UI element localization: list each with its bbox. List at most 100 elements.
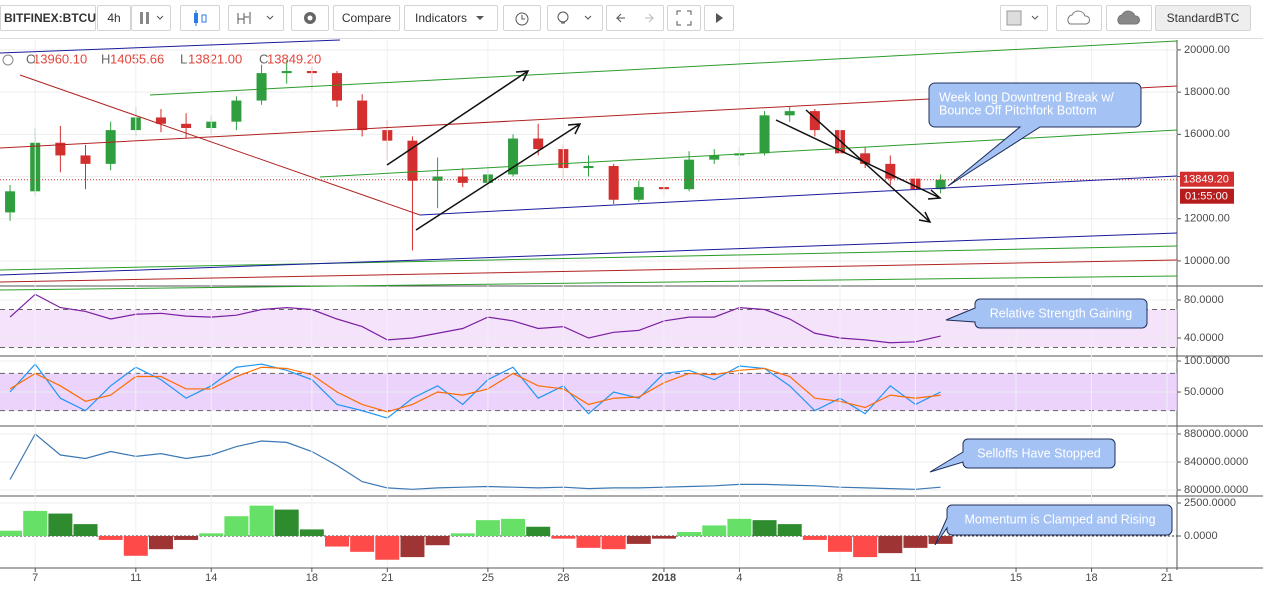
trend-line bbox=[0, 275, 1178, 291]
y-tick-label: 80.0000 bbox=[1184, 294, 1224, 306]
alert-button[interactable] bbox=[503, 5, 541, 31]
x-tick-label: 18 bbox=[1085, 572, 1097, 584]
ohlc-legend: O bbox=[26, 51, 36, 66]
candle-body bbox=[105, 130, 116, 164]
layout-button[interactable] bbox=[1000, 5, 1048, 31]
momentum-bar bbox=[551, 535, 576, 539]
callout bbox=[928, 82, 1142, 187]
x-tick-label: 8 bbox=[837, 572, 843, 584]
candle-body bbox=[784, 111, 795, 116]
panels: 10000.0012000.0014000.0016000.0018000.00… bbox=[0, 40, 1263, 584]
interval-button[interactable]: 4h bbox=[97, 5, 131, 31]
momentum-bar bbox=[48, 513, 73, 536]
ohlc-legend: C bbox=[259, 51, 268, 66]
candle-body bbox=[80, 155, 91, 164]
callout-text: Selloffs Have Stopped bbox=[977, 446, 1101, 460]
x-tick-label: 28 bbox=[557, 572, 569, 584]
fullscreen-button[interactable] bbox=[667, 5, 701, 31]
candle-body bbox=[281, 71, 292, 74]
candle-body bbox=[332, 73, 343, 101]
momentum-bar bbox=[727, 518, 752, 536]
legend-toggle bbox=[2, 54, 14, 66]
candle-body bbox=[633, 187, 644, 200]
last-price-box bbox=[1180, 171, 1234, 187]
momentum-bar bbox=[400, 535, 425, 558]
y-tick-label: 880000.0000 bbox=[1184, 428, 1248, 440]
x-tick-label: 4 bbox=[736, 572, 742, 584]
toolbar: BITFINEX:BTCU 4h Compare Indicators Stan… bbox=[0, 0, 1263, 39]
momentum-bar bbox=[752, 520, 777, 536]
candle-body bbox=[759, 115, 770, 154]
interval-dropdown[interactable] bbox=[131, 5, 171, 31]
trend-line bbox=[19, 74, 421, 216]
y-tick-label: 16000.00 bbox=[1184, 128, 1230, 140]
chart-style-button[interactable] bbox=[180, 5, 220, 31]
trend-line bbox=[0, 39, 341, 54]
trend-line bbox=[319, 129, 1178, 178]
momentum-bar bbox=[23, 510, 48, 536]
y-tick-label: 2500.0000 bbox=[1184, 497, 1236, 509]
x-tick-label: 7 bbox=[32, 572, 38, 584]
candle-body bbox=[357, 100, 368, 131]
x-tick-label: 11 bbox=[910, 572, 921, 584]
momentum-bar bbox=[0, 530, 23, 536]
settings-button[interactable] bbox=[291, 5, 329, 31]
momentum-bar bbox=[827, 535, 852, 552]
drawing-tools[interactable] bbox=[228, 5, 284, 31]
y-tick-label: 800000.0000 bbox=[1184, 484, 1248, 496]
replay-button[interactable] bbox=[704, 5, 734, 31]
y-tick-label: 12000.00 bbox=[1184, 213, 1230, 225]
momentum-bar bbox=[878, 535, 903, 554]
trend-line bbox=[0, 259, 1178, 283]
y-tick-label: 840000.0000 bbox=[1184, 456, 1248, 468]
callout-text: Week long Downtrend Break w/ bbox=[939, 90, 1114, 104]
compare-button[interactable]: Compare bbox=[333, 5, 400, 31]
y-tick-label: 0.0000 bbox=[1184, 530, 1218, 542]
momentum-bar bbox=[651, 535, 676, 539]
momentum-bar bbox=[350, 535, 375, 552]
momentum-bar bbox=[802, 535, 827, 540]
y-tick-label: 100.0000 bbox=[1184, 355, 1230, 367]
momentum-bar bbox=[199, 533, 224, 536]
x-tick-label: 25 bbox=[482, 572, 494, 584]
y-tick-label: 50.0000 bbox=[1184, 386, 1224, 398]
indicators-label: Indicators bbox=[415, 11, 468, 25]
callout bbox=[929, 438, 1116, 473]
candle-body bbox=[608, 165, 619, 200]
indicators-button[interactable]: Indicators bbox=[404, 5, 498, 31]
momentum-bar bbox=[450, 533, 475, 536]
momentum-bar bbox=[174, 535, 199, 540]
momentum-bar bbox=[702, 525, 727, 536]
drawings bbox=[0, 39, 1178, 291]
save-button[interactable] bbox=[1106, 5, 1152, 31]
callout-text: Relative Strength Gaining bbox=[990, 306, 1132, 320]
symbol-search[interactable]: BITFINEX:BTCU bbox=[0, 5, 96, 31]
callout bbox=[945, 298, 1148, 329]
countdown-box bbox=[1180, 188, 1234, 204]
candle-body bbox=[583, 165, 594, 169]
momentum-bar bbox=[249, 505, 274, 536]
callout-text: Bounce Off Pitchfork Bottom bbox=[939, 103, 1096, 117]
callouts: Week long Downtrend Break w/ Bounce Off … bbox=[928, 82, 1173, 546]
momentum-bar bbox=[576, 535, 601, 548]
momentum-bar bbox=[601, 535, 626, 550]
momentum-bar bbox=[224, 516, 249, 536]
ideas-button[interactable] bbox=[547, 5, 603, 31]
candle-body bbox=[508, 138, 519, 175]
ohlc-legend: 13821.00 bbox=[188, 51, 242, 66]
momentum-bar bbox=[375, 535, 400, 560]
candle-body bbox=[407, 140, 418, 181]
undo-redo[interactable] bbox=[606, 5, 664, 31]
last-price-label: 13849.20 bbox=[1183, 174, 1229, 186]
series-line bbox=[9, 366, 941, 413]
ohlc-legend: 13960.10 bbox=[33, 51, 87, 66]
ohlc-legend: 13849.20 bbox=[267, 51, 321, 66]
load-button[interactable] bbox=[1056, 5, 1102, 31]
currency-button[interactable]: StandardBTC bbox=[1155, 5, 1251, 31]
arrow bbox=[805, 109, 932, 224]
momentum-bar bbox=[501, 518, 526, 536]
x-tick-label: 2018 bbox=[652, 572, 676, 584]
momentum-bar bbox=[274, 509, 299, 536]
candle-body bbox=[256, 73, 267, 101]
